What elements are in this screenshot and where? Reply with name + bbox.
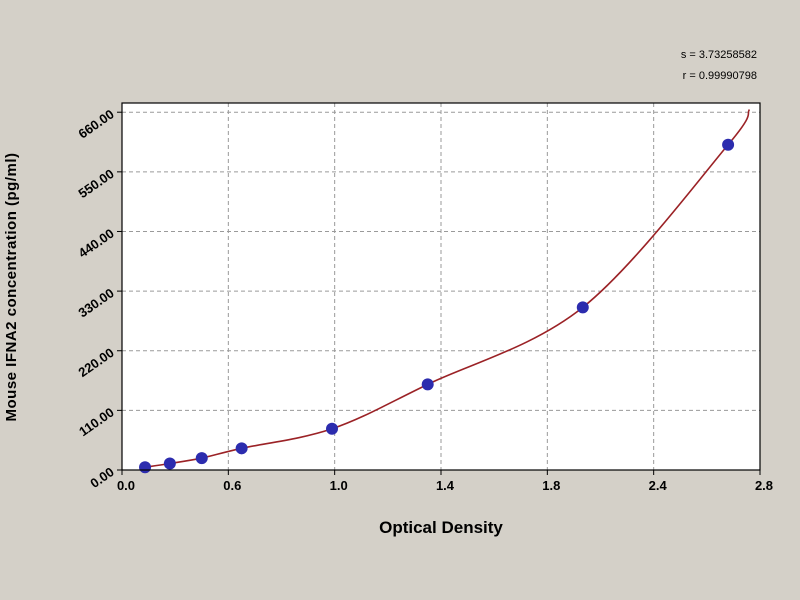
data-point <box>326 422 339 435</box>
x-tick-label: 2.4 <box>649 478 668 493</box>
data-point <box>163 457 176 470</box>
x-tick-label: 0.6 <box>223 478 241 493</box>
y-tick-label: 220.00 <box>76 345 117 380</box>
data-point <box>235 442 248 455</box>
y-axis-title: Mouse IFNA2 concentration (pg/ml) <box>3 152 20 421</box>
data-point <box>195 452 208 465</box>
data-point <box>576 301 589 314</box>
data-point <box>421 378 434 391</box>
x-tick-label: 2.8 <box>755 478 773 493</box>
fit-curve <box>144 109 751 469</box>
y-tick-label: 660.00 <box>76 106 117 141</box>
x-tick-label: 1.0 <box>330 478 348 493</box>
data-points <box>139 138 735 474</box>
y-tick-label: 550.00 <box>76 166 117 201</box>
axis-ticks <box>117 111 761 475</box>
y-tick-label: 110.00 <box>76 405 117 440</box>
data-point <box>139 461 152 474</box>
stat-s-value: s = 3.73258582 <box>681 49 757 61</box>
y-tick-label: 440.00 <box>76 226 117 261</box>
x-tick-label: 0.0 <box>117 478 135 493</box>
x-tick-label: 1.8 <box>542 478 560 493</box>
x-tick-label: 1.4 <box>436 478 455 493</box>
stat-r-value: r = 0.99990798 <box>683 70 757 82</box>
y-tick-label: 0.00 <box>87 464 116 491</box>
x-axis-title: Optical Density <box>379 518 503 537</box>
plot-border <box>121 102 761 471</box>
data-point <box>722 138 735 151</box>
y-tick-label: 330.00 <box>76 285 117 320</box>
